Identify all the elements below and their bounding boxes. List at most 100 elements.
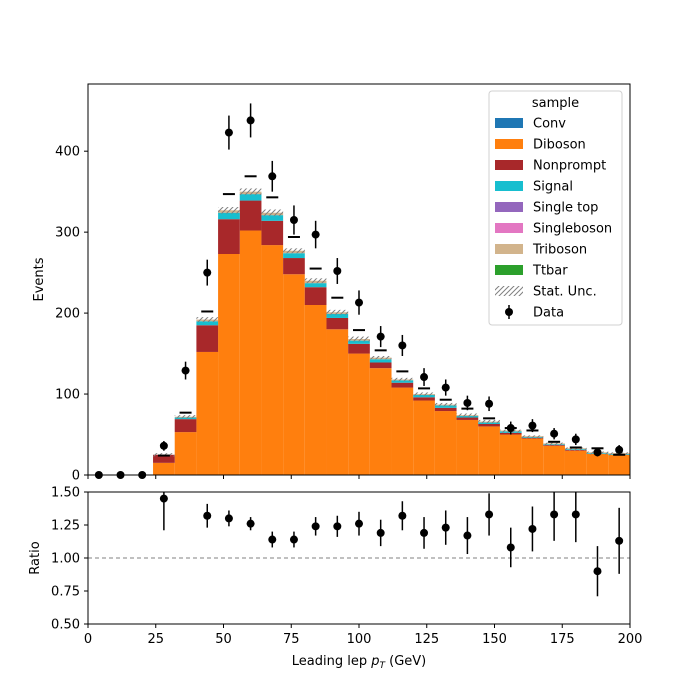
stat-unc-band-5: [196, 317, 219, 322]
ratio-point-5: [289, 535, 298, 544]
bar-diboson-8: [261, 245, 284, 475]
ratio-xtick-label: 25: [147, 632, 164, 647]
ratio-point-4: [268, 535, 277, 544]
ratio-point-2: [224, 514, 233, 523]
stat-unc-band-11: [326, 309, 349, 315]
ratio-ytick-label: 1.00: [51, 552, 80, 567]
data-point-19: [506, 424, 515, 433]
data-point-18: [485, 399, 494, 408]
ratio-point-10: [398, 511, 407, 520]
bar-nonprompt-9: [283, 258, 305, 275]
bar-diboson-24: [608, 454, 630, 475]
data-point-11: [333, 267, 342, 275]
data-point-4: [181, 366, 190, 375]
ratio-xtick-label: 175: [550, 632, 575, 647]
bar-signal-13: [369, 359, 392, 363]
ratio-point-18: [571, 510, 580, 519]
legend-swatch-signal: [495, 181, 523, 191]
stat-unc-band-15: [413, 392, 435, 396]
x-axis-title-text: Leading lep: [292, 654, 371, 669]
bar-diboson-12: [348, 353, 370, 475]
data-point-9: [289, 216, 298, 224]
legend-label-ttbar: Ttbar: [532, 264, 568, 279]
main-ytick-label: 300: [55, 226, 80, 241]
bar-nonprompt-8: [261, 220, 284, 246]
main-ytick-label: 200: [55, 307, 80, 322]
stat-unc-band-14: [391, 377, 414, 382]
data-point-10: [311, 230, 320, 239]
legend-label-conv: Conv: [533, 117, 566, 132]
legend-swatch-ttbar: [495, 265, 523, 275]
data-point-17: [463, 398, 472, 407]
x-axis-title-subscript: T: [379, 661, 386, 671]
data-point-21: [550, 429, 559, 438]
ratio-xtick-label: 100: [347, 632, 372, 647]
ratio-point-12: [441, 523, 450, 532]
main-ytick-label: 100: [55, 388, 80, 403]
legend-swatch-single-top: [495, 202, 523, 212]
ratio-xtick-label: 50: [215, 632, 232, 647]
bar-nonprompt-16: [434, 407, 457, 412]
bar-diboson-10: [304, 305, 327, 475]
legend-label-data: Data: [533, 306, 564, 321]
data-point-24: [615, 445, 624, 454]
bar-signal-8: [261, 215, 284, 221]
data-point-7: [246, 116, 255, 125]
legend-label-singleboson: Singleboson: [533, 222, 612, 237]
stat-unc-band-13: [369, 356, 392, 360]
bar-nonprompt-6: [218, 219, 240, 254]
bar-diboson-23: [586, 453, 609, 475]
main-ylabel: Events: [32, 257, 47, 301]
bar-nonprompt-14: [391, 382, 414, 388]
stat-unc-band-10: [304, 278, 327, 284]
bar-diboson-9: [283, 274, 305, 475]
bar-diboson-18: [478, 426, 500, 475]
data-point-23: [593, 448, 602, 457]
stat-unc-band-17: [456, 413, 479, 417]
legend-swatch-conv: [495, 118, 523, 128]
legend-label-diboson: Diboson: [533, 138, 586, 153]
bar-signal-9: [283, 253, 305, 259]
bar-signal-6: [218, 212, 240, 220]
legend-swatch-nonprompt: [495, 160, 523, 170]
bar-signal-11: [326, 313, 349, 318]
ratio-xtick-label: 0: [84, 632, 92, 647]
bar-nonprompt-17: [456, 417, 479, 420]
legend-swatch-stat-unc: [495, 286, 523, 296]
bar-nonprompt-10: [304, 287, 327, 305]
bar-nonprompt-5: [196, 325, 219, 352]
ratio-point-3: [246, 519, 255, 528]
ratio-point-8: [355, 519, 363, 528]
bar-diboson-20: [521, 438, 544, 475]
bar-diboson-13: [369, 368, 392, 475]
ratio-ytick-label: 0.75: [51, 585, 80, 600]
ratio-point-1: [203, 511, 212, 520]
bar-nonprompt-7: [239, 200, 262, 231]
bar-signal-10: [304, 283, 327, 288]
legend-label-nonprompt: Nonprompt: [533, 159, 606, 174]
bar-signal-12: [348, 340, 370, 344]
stat-unc-band-7: [239, 188, 262, 195]
stat-unc-band-16: [434, 402, 457, 407]
ratio-ytick-label: 0.50: [51, 618, 80, 633]
stat-unc-band-4: [174, 415, 197, 419]
ratio-point-14: [485, 510, 494, 519]
bar-nonprompt-3: [153, 454, 175, 463]
legend-swatch-singleboson: [495, 223, 523, 233]
bar-nonprompt-15: [413, 397, 435, 401]
legend-swatch-data: [505, 308, 513, 316]
ratio-point-11: [420, 528, 429, 537]
bar-nonprompt-18: [478, 424, 500, 427]
bar-nonprompt-13: [369, 362, 392, 369]
bar-nonprompt-11: [326, 317, 349, 330]
bar-diboson-15: [413, 400, 435, 475]
bar-signal-7: [239, 194, 262, 201]
stat-unc-band-21: [543, 442, 565, 446]
ratio-point-9: [376, 528, 385, 537]
stat-unc-band-8: [261, 209, 284, 216]
bar-diboson-21: [543, 445, 565, 475]
ratio-point-15: [506, 543, 515, 552]
bar-diboson-5: [196, 351, 219, 475]
data-point-6: [224, 128, 233, 137]
